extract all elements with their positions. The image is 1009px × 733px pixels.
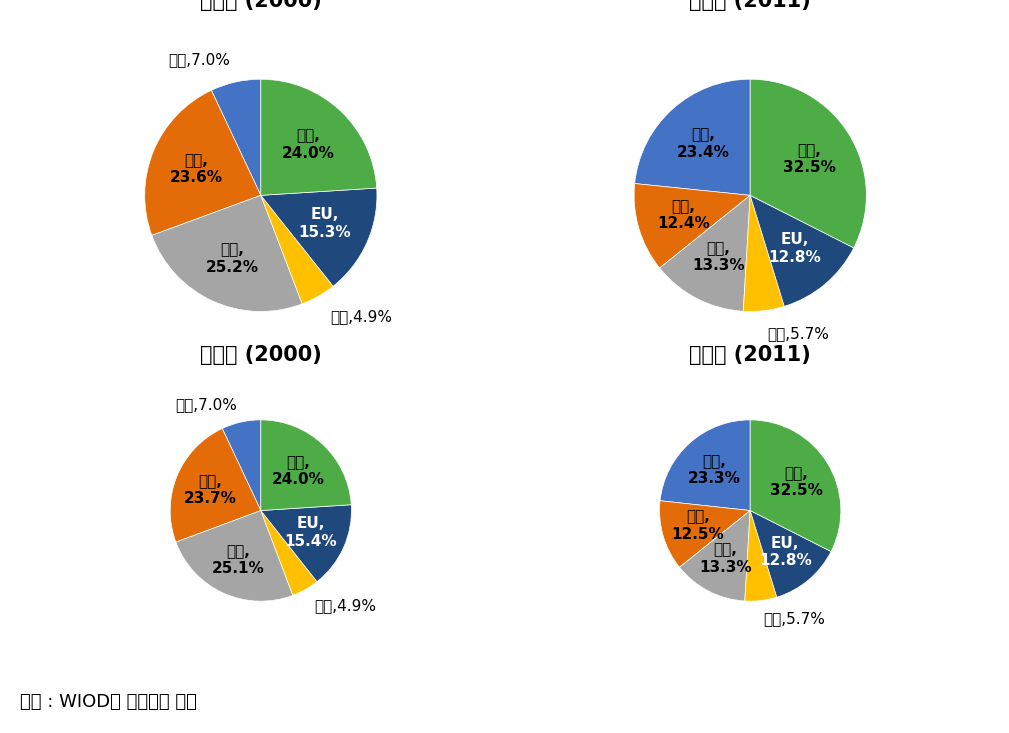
Wedge shape: [634, 183, 751, 268]
Wedge shape: [144, 90, 260, 235]
Text: 미국,
25.1%: 미국, 25.1%: [212, 544, 264, 576]
Text: 중국,
23.3%: 중국, 23.3%: [687, 454, 741, 486]
Wedge shape: [260, 188, 377, 286]
Text: 대만,4.9%: 대만,4.9%: [330, 309, 391, 324]
Wedge shape: [660, 196, 751, 312]
Wedge shape: [171, 429, 260, 542]
Wedge shape: [750, 420, 840, 551]
Wedge shape: [260, 505, 351, 582]
Wedge shape: [679, 511, 750, 601]
Text: 기타,
32.5%: 기타, 32.5%: [770, 466, 823, 498]
Text: 중국,7.0%: 중국,7.0%: [176, 397, 237, 412]
Wedge shape: [260, 420, 351, 511]
Title: 중간재 (2011): 중간재 (2011): [689, 0, 811, 11]
Wedge shape: [260, 511, 317, 595]
Text: 일본,
23.6%: 일본, 23.6%: [170, 152, 223, 185]
Title: 최종재 (2011): 최종재 (2011): [689, 345, 811, 365]
Wedge shape: [211, 79, 260, 196]
Text: EU,
15.3%: EU, 15.3%: [299, 207, 351, 240]
Wedge shape: [260, 79, 376, 196]
Title: 최종재 (2000): 최종재 (2000): [200, 345, 322, 365]
Wedge shape: [745, 511, 777, 601]
Wedge shape: [751, 196, 854, 306]
Wedge shape: [222, 420, 260, 511]
Text: 미국,
13.3%: 미국, 13.3%: [699, 542, 752, 575]
Wedge shape: [751, 79, 867, 248]
Text: 중국,
23.4%: 중국, 23.4%: [677, 128, 730, 160]
Text: 대만,4.9%: 대만,4.9%: [315, 597, 376, 613]
Wedge shape: [750, 511, 831, 597]
Wedge shape: [151, 196, 303, 312]
Text: EU,
15.4%: EU, 15.4%: [285, 517, 337, 549]
Text: 대만,5.7%: 대만,5.7%: [767, 326, 828, 341]
Text: 일본,
23.7%: 일본, 23.7%: [184, 474, 237, 507]
Text: 미국,
13.3%: 미국, 13.3%: [692, 241, 745, 273]
Text: 자료 : WIOD를 이용하여 작성: 자료 : WIOD를 이용하여 작성: [20, 693, 197, 711]
Text: 일본,
12.4%: 일본, 12.4%: [657, 199, 709, 232]
Wedge shape: [744, 196, 784, 312]
Text: 기타,
24.0%: 기타, 24.0%: [271, 454, 325, 487]
Text: EU,
12.8%: EU, 12.8%: [759, 536, 811, 568]
Text: 미국,
25.2%: 미국, 25.2%: [206, 243, 258, 275]
Wedge shape: [660, 501, 750, 567]
Text: 기타,
24.0%: 기타, 24.0%: [283, 128, 335, 161]
Wedge shape: [660, 420, 750, 511]
Wedge shape: [176, 511, 293, 601]
Text: 기타,
32.5%: 기타, 32.5%: [783, 143, 836, 175]
Title: 중간재 (2000): 중간재 (2000): [200, 0, 322, 11]
Text: 일본,
12.5%: 일본, 12.5%: [672, 509, 724, 542]
Wedge shape: [260, 196, 333, 304]
Text: EU,
12.8%: EU, 12.8%: [769, 232, 821, 265]
Wedge shape: [635, 79, 751, 196]
Text: 대만,5.7%: 대만,5.7%: [763, 611, 825, 626]
Text: 중국,7.0%: 중국,7.0%: [169, 52, 230, 67]
